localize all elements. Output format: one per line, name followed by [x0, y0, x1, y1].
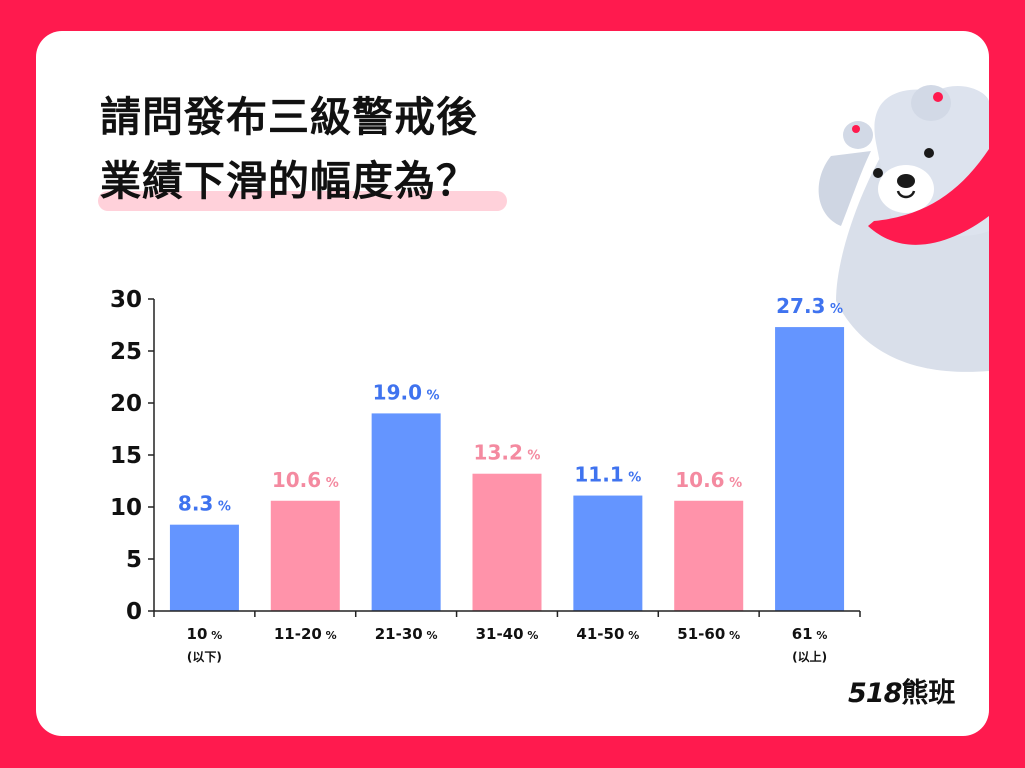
title-highlight [98, 191, 507, 211]
y-tick-label: 10 [110, 495, 142, 521]
logo-number: 518 [848, 678, 902, 709]
data-label: 10.6 % [675, 468, 742, 492]
data-label: 11.1 % [574, 463, 641, 487]
x-tick-label: 31-40 % [476, 625, 539, 643]
bar [371, 413, 441, 611]
x-tick-label: 21-30 % [375, 625, 438, 643]
y-tick-label: 0 [126, 599, 142, 625]
data-label: 8.3 % [178, 492, 231, 516]
x-tick-label: 61 % [792, 625, 828, 643]
x-tick-label: 51-60 % [677, 625, 740, 643]
card-panel: 請問發布三級警戒後 業績下滑的幅度為？ 0 5 10 15 20 25 30 8.3 % 10… [36, 31, 989, 736]
data-label: 10.6 % [272, 468, 339, 492]
bar [573, 495, 643, 611]
x-tick-sublabel: (以上) [792, 649, 827, 664]
x-tick-label: 41-50 % [576, 625, 639, 643]
y-tick-label: 30 [110, 287, 142, 313]
bar-chart: 0 5 10 15 20 25 30 8.3 % 10.6 % 19.0 % 13.2 % 11.1… [110, 287, 861, 664]
bar [270, 500, 340, 611]
y-tick-label: 25 [110, 339, 142, 365]
polar-bear-mascot-icon [818, 85, 989, 372]
y-tick-label: 15 [110, 443, 142, 469]
bar [674, 500, 744, 611]
x-tick-label: 11-20 % [274, 625, 337, 643]
x-axis: 10 % (以下) 11-20 % 21-30 % 31-40 % 41-50 % 51-6… [153, 610, 861, 664]
title-line-2: 業績下滑的幅度為？ [100, 157, 478, 205]
bear-body [818, 85, 989, 372]
y-tick-label: 20 [110, 391, 142, 417]
x-tick-label: 10 % [187, 625, 223, 643]
title-line-1: 請問發布三級警戒後 [100, 93, 478, 141]
data-label: 13.2 % [474, 441, 541, 465]
brand-logo: 518熊班 [848, 671, 955, 710]
bars-group: 8.3 % 10.6 % 19.0 % 13.2 % 11.1 % 10.6 % 27.3 … [169, 294, 845, 611]
bar [472, 473, 542, 611]
y-tick-label: 5 [126, 547, 142, 573]
bar [775, 327, 845, 611]
y-axis: 0 5 10 15 20 25 30 [110, 287, 155, 625]
logo-name: 熊班 [901, 678, 956, 709]
bar [169, 524, 239, 611]
data-label: 27.3 % [776, 294, 843, 318]
x-tick-sublabel: (以下) [187, 650, 222, 664]
data-label: 19.0 % [373, 380, 440, 404]
